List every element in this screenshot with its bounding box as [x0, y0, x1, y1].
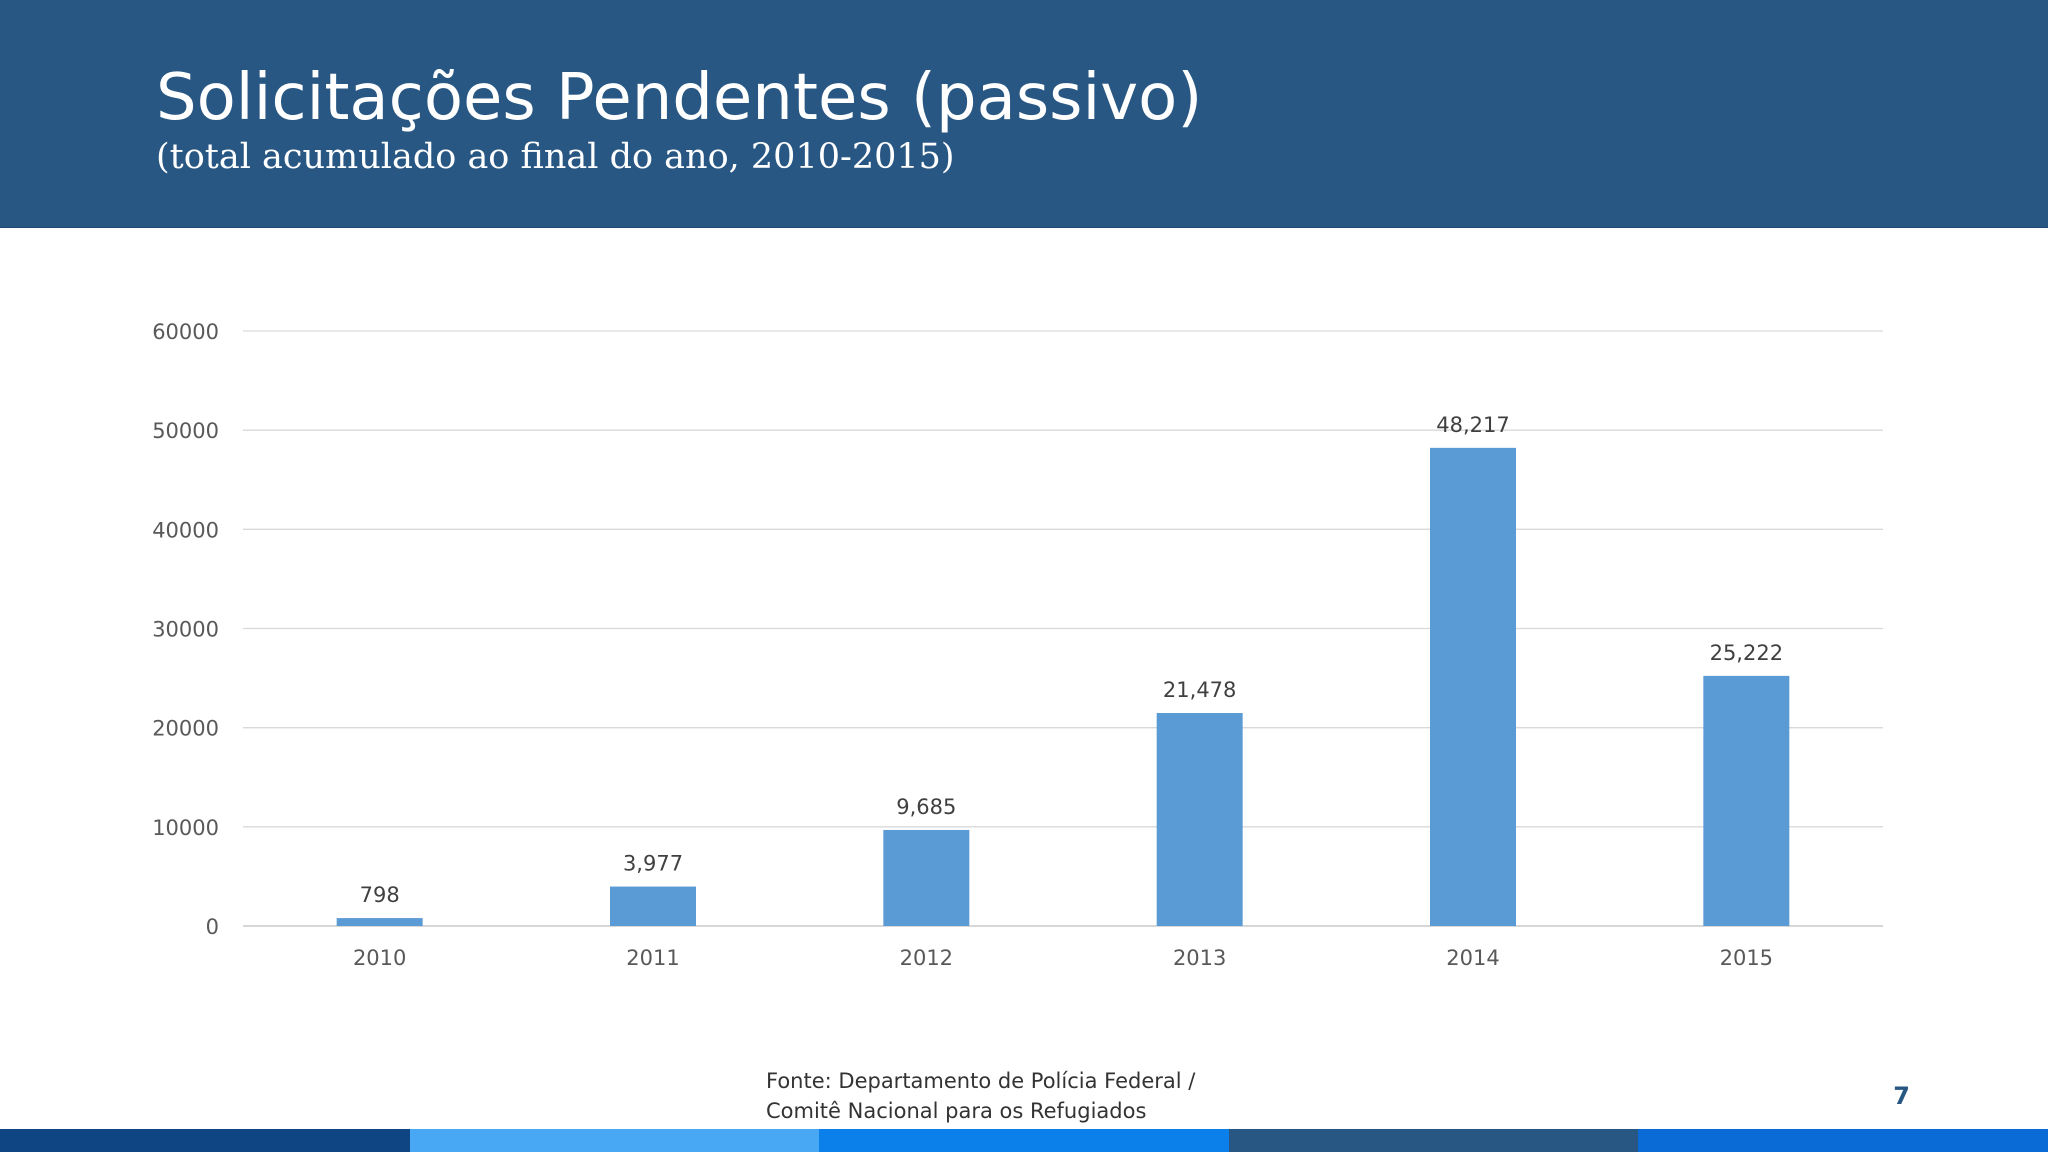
footer-segment	[1228, 1129, 1639, 1152]
bar	[1703, 675, 1790, 926]
footer-segment	[1638, 1129, 2048, 1152]
x-tick-label: 2012	[900, 946, 953, 970]
y-tick-label: 30000	[152, 618, 219, 642]
bar	[1430, 447, 1516, 926]
slide-subtitle: (total acumulado ao final do ano, 2010-2…	[156, 137, 955, 177]
x-tick-label: 2014	[1446, 946, 1499, 970]
footer-segment	[409, 1129, 820, 1152]
bar	[610, 886, 696, 926]
data-label: 798	[360, 883, 400, 907]
bar	[883, 829, 970, 926]
chart-canvas: 0 10000 20000 30000 40000 50000 60000 798 2010 3,…	[152, 320, 1883, 970]
footer-segment	[0, 1129, 410, 1152]
footer-segment	[819, 1129, 1229, 1152]
page-number: 7	[1893, 1082, 1910, 1110]
y-tick-label: 10000	[152, 816, 219, 840]
data-label: 9,685	[896, 795, 956, 819]
data-label: 25,222	[1710, 641, 1783, 665]
y-tick-label: 20000	[152, 717, 219, 741]
data-label: 48,217	[1436, 413, 1509, 437]
y-tick-label: 50000	[152, 419, 219, 443]
x-tick-label: 2011	[626, 946, 679, 970]
slide-header: Solicitações Pendentes (passivo) (total …	[0, 0, 2048, 228]
bar	[1156, 713, 1243, 926]
data-label: 3,977	[623, 852, 683, 876]
y-tick-label: 40000	[152, 518, 219, 542]
bar	[336, 918, 423, 926]
footer-color-bar	[0, 1129, 2048, 1152]
x-tick-label: 2013	[1173, 946, 1226, 970]
data-label: 21,478	[1163, 678, 1236, 702]
y-tick-label: 60000	[152, 320, 219, 344]
bar-chart: 0 10000 20000 30000 40000 50000 60000 798 2010 3,…	[0, 228, 2048, 1028]
slide-title: Solicitações Pendentes (passivo)	[156, 61, 1203, 135]
y-tick-label: 0	[206, 915, 219, 939]
source-note: Fonte: Departamento de Polícia Federal /…	[766, 1066, 1195, 1126]
x-tick-label: 2010	[353, 946, 406, 970]
source-line-1: Fonte: Departamento de Polícia Federal /	[766, 1069, 1196, 1093]
source-line-2: Comitê Nacional para os Refugiados	[766, 1099, 1147, 1123]
x-tick-label: 2015	[1720, 946, 1773, 970]
